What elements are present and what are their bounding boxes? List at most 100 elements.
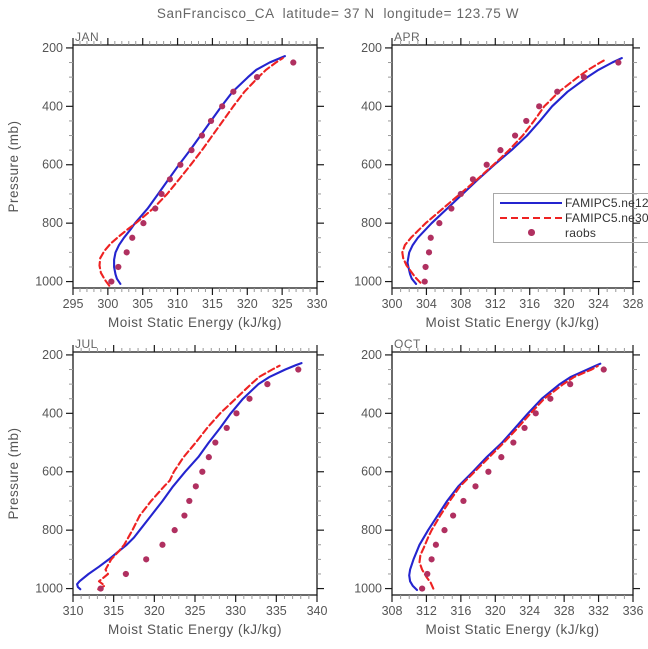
legend-label: raobs bbox=[565, 225, 597, 240]
raobs-dot bbox=[521, 424, 528, 432]
raobs-dot bbox=[159, 541, 166, 548]
raobs-dot bbox=[219, 103, 226, 110]
raobs-dot bbox=[427, 234, 434, 241]
legend: FAMIPC5.ne120.y FAMIPC5.ne30.ct raobs bbox=[493, 193, 648, 243]
panel-oct: OCT 308 312 316 320 324 328 332 336 200 400 600 800 1… bbox=[354, 337, 643, 637]
raobs-dot bbox=[158, 190, 165, 198]
raobs-dot bbox=[425, 249, 433, 256]
x-tick-label: 335 bbox=[266, 604, 287, 618]
raobs-dot bbox=[536, 103, 543, 110]
raobs-dot bbox=[483, 161, 490, 168]
ne120-solid-line bbox=[406, 57, 623, 285]
y-tick-label: 800 bbox=[42, 523, 63, 537]
legend-label: FAMIPC5.ne30.ct bbox=[565, 211, 648, 225]
raobs-dot bbox=[419, 585, 426, 592]
raobs-dot bbox=[580, 74, 588, 81]
raobs-dot bbox=[115, 263, 122, 271]
x-tick-label: 340 bbox=[307, 604, 328, 618]
raobs-dot bbox=[177, 161, 184, 168]
raobs-dot bbox=[205, 454, 212, 461]
raobs-dot bbox=[253, 74, 261, 81]
raobs-dot bbox=[523, 117, 530, 125]
panel-title: JAN bbox=[75, 30, 99, 44]
dashed-line-sample bbox=[500, 217, 562, 219]
x-axis-title: Moist Static Energy (kJ/kg) bbox=[425, 315, 599, 330]
x-tick-label: 325 bbox=[185, 604, 206, 618]
raobs-dot bbox=[498, 454, 505, 461]
raobs-dot bbox=[567, 381, 574, 388]
raobs-dot bbox=[485, 468, 492, 475]
raobs-dot bbox=[421, 278, 428, 285]
raobs-dot bbox=[122, 570, 129, 578]
y-tick-label: 1000 bbox=[35, 582, 63, 596]
x-tick-label: 300 bbox=[97, 297, 118, 311]
raobs-dot bbox=[290, 59, 297, 66]
x-axis-title: Moist Static Energy (kJ/kg) bbox=[108, 622, 282, 637]
ne30-dashed-line bbox=[401, 58, 607, 284]
ne30-dashed-line bbox=[418, 364, 599, 590]
y-tick-label: 600 bbox=[42, 465, 63, 479]
raobs-dot bbox=[460, 497, 467, 505]
x-tick-label: 316 bbox=[450, 604, 471, 618]
raobs-dot bbox=[424, 570, 431, 578]
y-tick-label: 600 bbox=[361, 158, 382, 172]
x-tick-label: 324 bbox=[519, 604, 540, 618]
raobs-dot bbox=[469, 176, 477, 183]
x-tick-label: 320 bbox=[554, 297, 575, 311]
x-tick-label: 336 bbox=[623, 604, 644, 618]
raobs-dot bbox=[547, 395, 554, 402]
raobs-dot bbox=[450, 512, 457, 519]
raobs-dot bbox=[188, 147, 195, 154]
raobs-dot bbox=[171, 527, 178, 534]
x-tick-label: 312 bbox=[485, 297, 506, 311]
y-tick-label: 600 bbox=[361, 465, 382, 479]
raobs-dot bbox=[207, 117, 215, 125]
legend-entry-raobs: raobs bbox=[500, 225, 648, 240]
x-tick-label: 316 bbox=[519, 297, 540, 311]
x-tick-label: 325 bbox=[272, 297, 293, 311]
raobs-dot bbox=[97, 585, 104, 592]
x-tick-label: 304 bbox=[416, 297, 437, 311]
x-tick-label: 320 bbox=[144, 604, 165, 618]
x-tick-label: 315 bbox=[202, 297, 223, 311]
raobs-dot bbox=[212, 439, 219, 446]
y-tick-label: 1000 bbox=[354, 275, 382, 289]
y-tick-label: 800 bbox=[361, 216, 382, 230]
x-tick-label: 330 bbox=[225, 604, 246, 618]
raobs-dot bbox=[432, 541, 439, 548]
y-tick-label: 400 bbox=[361, 406, 382, 420]
raobs-dot bbox=[532, 410, 539, 417]
raobs-dot bbox=[108, 278, 115, 285]
raobs-dot bbox=[181, 512, 188, 519]
ne120-solid-line bbox=[76, 362, 303, 591]
raobs-dot bbox=[140, 220, 147, 227]
raobs-dot bbox=[129, 234, 136, 241]
raobs-dot bbox=[246, 395, 253, 402]
raobs-dot bbox=[233, 410, 240, 417]
figure-title: SanFrancisco_CA latitude= 37 N longitude… bbox=[156, 6, 520, 21]
x-tick-label: 310 bbox=[63, 604, 84, 618]
panel-title: APR bbox=[394, 30, 420, 44]
raobs-dot bbox=[436, 220, 443, 227]
ne30-dashed-line bbox=[98, 57, 284, 287]
x-axis-title: Moist Static Energy (kJ/kg) bbox=[425, 622, 599, 637]
raobs-dot bbox=[143, 556, 150, 563]
raobs-dot bbox=[223, 424, 230, 432]
panel-title: JUL bbox=[75, 337, 98, 351]
raobs-dot bbox=[448, 205, 455, 212]
x-tick-label: 328 bbox=[554, 604, 575, 618]
raobs-dot bbox=[441, 527, 448, 534]
y-tick-label: 200 bbox=[42, 348, 63, 362]
raobs-dot bbox=[428, 556, 435, 563]
pressure-axis-label: Pressure (mb) bbox=[6, 427, 21, 519]
raobs-dot bbox=[264, 381, 271, 388]
y-tick-label: 800 bbox=[361, 523, 382, 537]
plot-frame bbox=[391, 351, 634, 596]
raobs-dot bbox=[511, 132, 519, 139]
ne30-dashed-line bbox=[97, 364, 281, 591]
y-tick-label: 400 bbox=[42, 99, 63, 113]
x-tick-label: 328 bbox=[623, 297, 644, 311]
raobs-dot bbox=[497, 147, 504, 154]
ne120-solid-line bbox=[113, 55, 286, 285]
